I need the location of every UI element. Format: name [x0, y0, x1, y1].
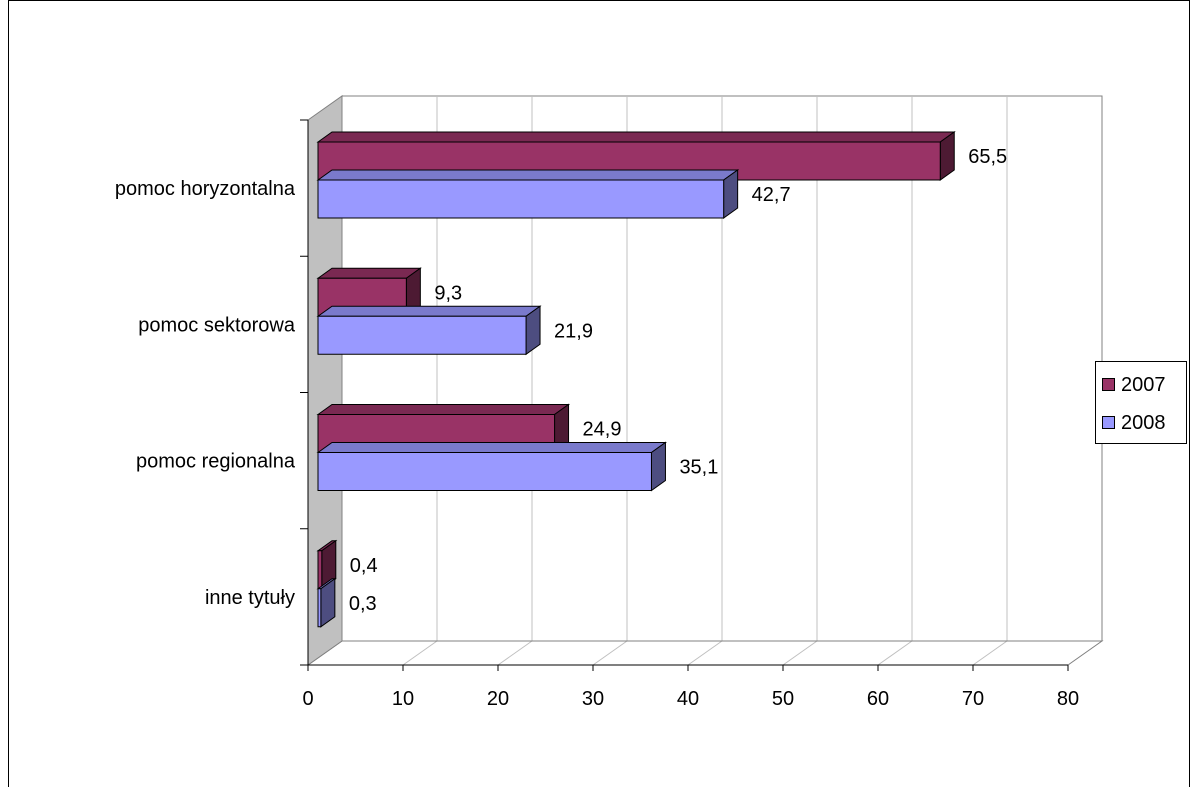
floor-gridline — [687, 640, 723, 666]
x-tick-label: 20 — [487, 688, 509, 710]
bar-top — [316, 267, 422, 279]
plot-area: 0 10 20 30 40 50 60 70 80 pomoc horyzontalna pomoc… — [115, 95, 1104, 710]
legend-swatch-2007 — [1102, 378, 1115, 391]
legend-label-2007: 2007 — [1121, 374, 1166, 396]
bar-front — [317, 588, 322, 628]
bar-top — [316, 442, 668, 453]
bar-top — [316, 305, 542, 317]
legend-box — [1095, 361, 1187, 444]
x-tick-label: 70 — [962, 688, 984, 710]
floor-gridline — [782, 640, 818, 666]
data-label: 0,4 — [350, 555, 378, 577]
category-label: inne tytuły — [205, 587, 295, 609]
x-tick-label: 40 — [677, 688, 699, 710]
x-tick-label: 0 — [302, 688, 313, 710]
floor-gridline — [402, 640, 438, 666]
bar-top — [316, 404, 571, 415]
category-label: pomoc sektorowa — [138, 314, 296, 336]
bar-top — [316, 169, 740, 181]
category-label: pomoc horyzontalna — [115, 178, 296, 200]
bar-top — [316, 131, 956, 143]
category-label: pomoc regionalna — [136, 451, 296, 473]
data-label: 9,3 — [434, 282, 462, 304]
data-label: 0,3 — [349, 593, 377, 615]
x-tick-label: 10 — [392, 688, 414, 710]
bar-front — [317, 315, 527, 355]
floor-gridline — [877, 640, 913, 666]
x-tick-label: 50 — [772, 688, 794, 710]
data-label: 35,1 — [679, 457, 718, 479]
bar-front — [317, 550, 323, 590]
x-tick-label: 30 — [582, 688, 604, 710]
data-label: 65,5 — [968, 146, 1007, 168]
data-label: 24,9 — [583, 419, 622, 441]
floor-gridline — [592, 640, 628, 666]
bar-front — [317, 452, 652, 491]
data-label: 21,9 — [554, 320, 593, 342]
x-tick-label: 80 — [1057, 688, 1079, 710]
bar-front — [317, 179, 725, 219]
legend-label-2008: 2008 — [1121, 412, 1166, 434]
legend: 2007 2008 — [1095, 361, 1187, 444]
x-tick-label: 60 — [867, 688, 889, 710]
floor-gridline — [497, 640, 533, 666]
legend-swatch-2008 — [1102, 416, 1115, 429]
floor-gridline — [972, 640, 1008, 666]
data-label: 42,7 — [752, 184, 791, 206]
